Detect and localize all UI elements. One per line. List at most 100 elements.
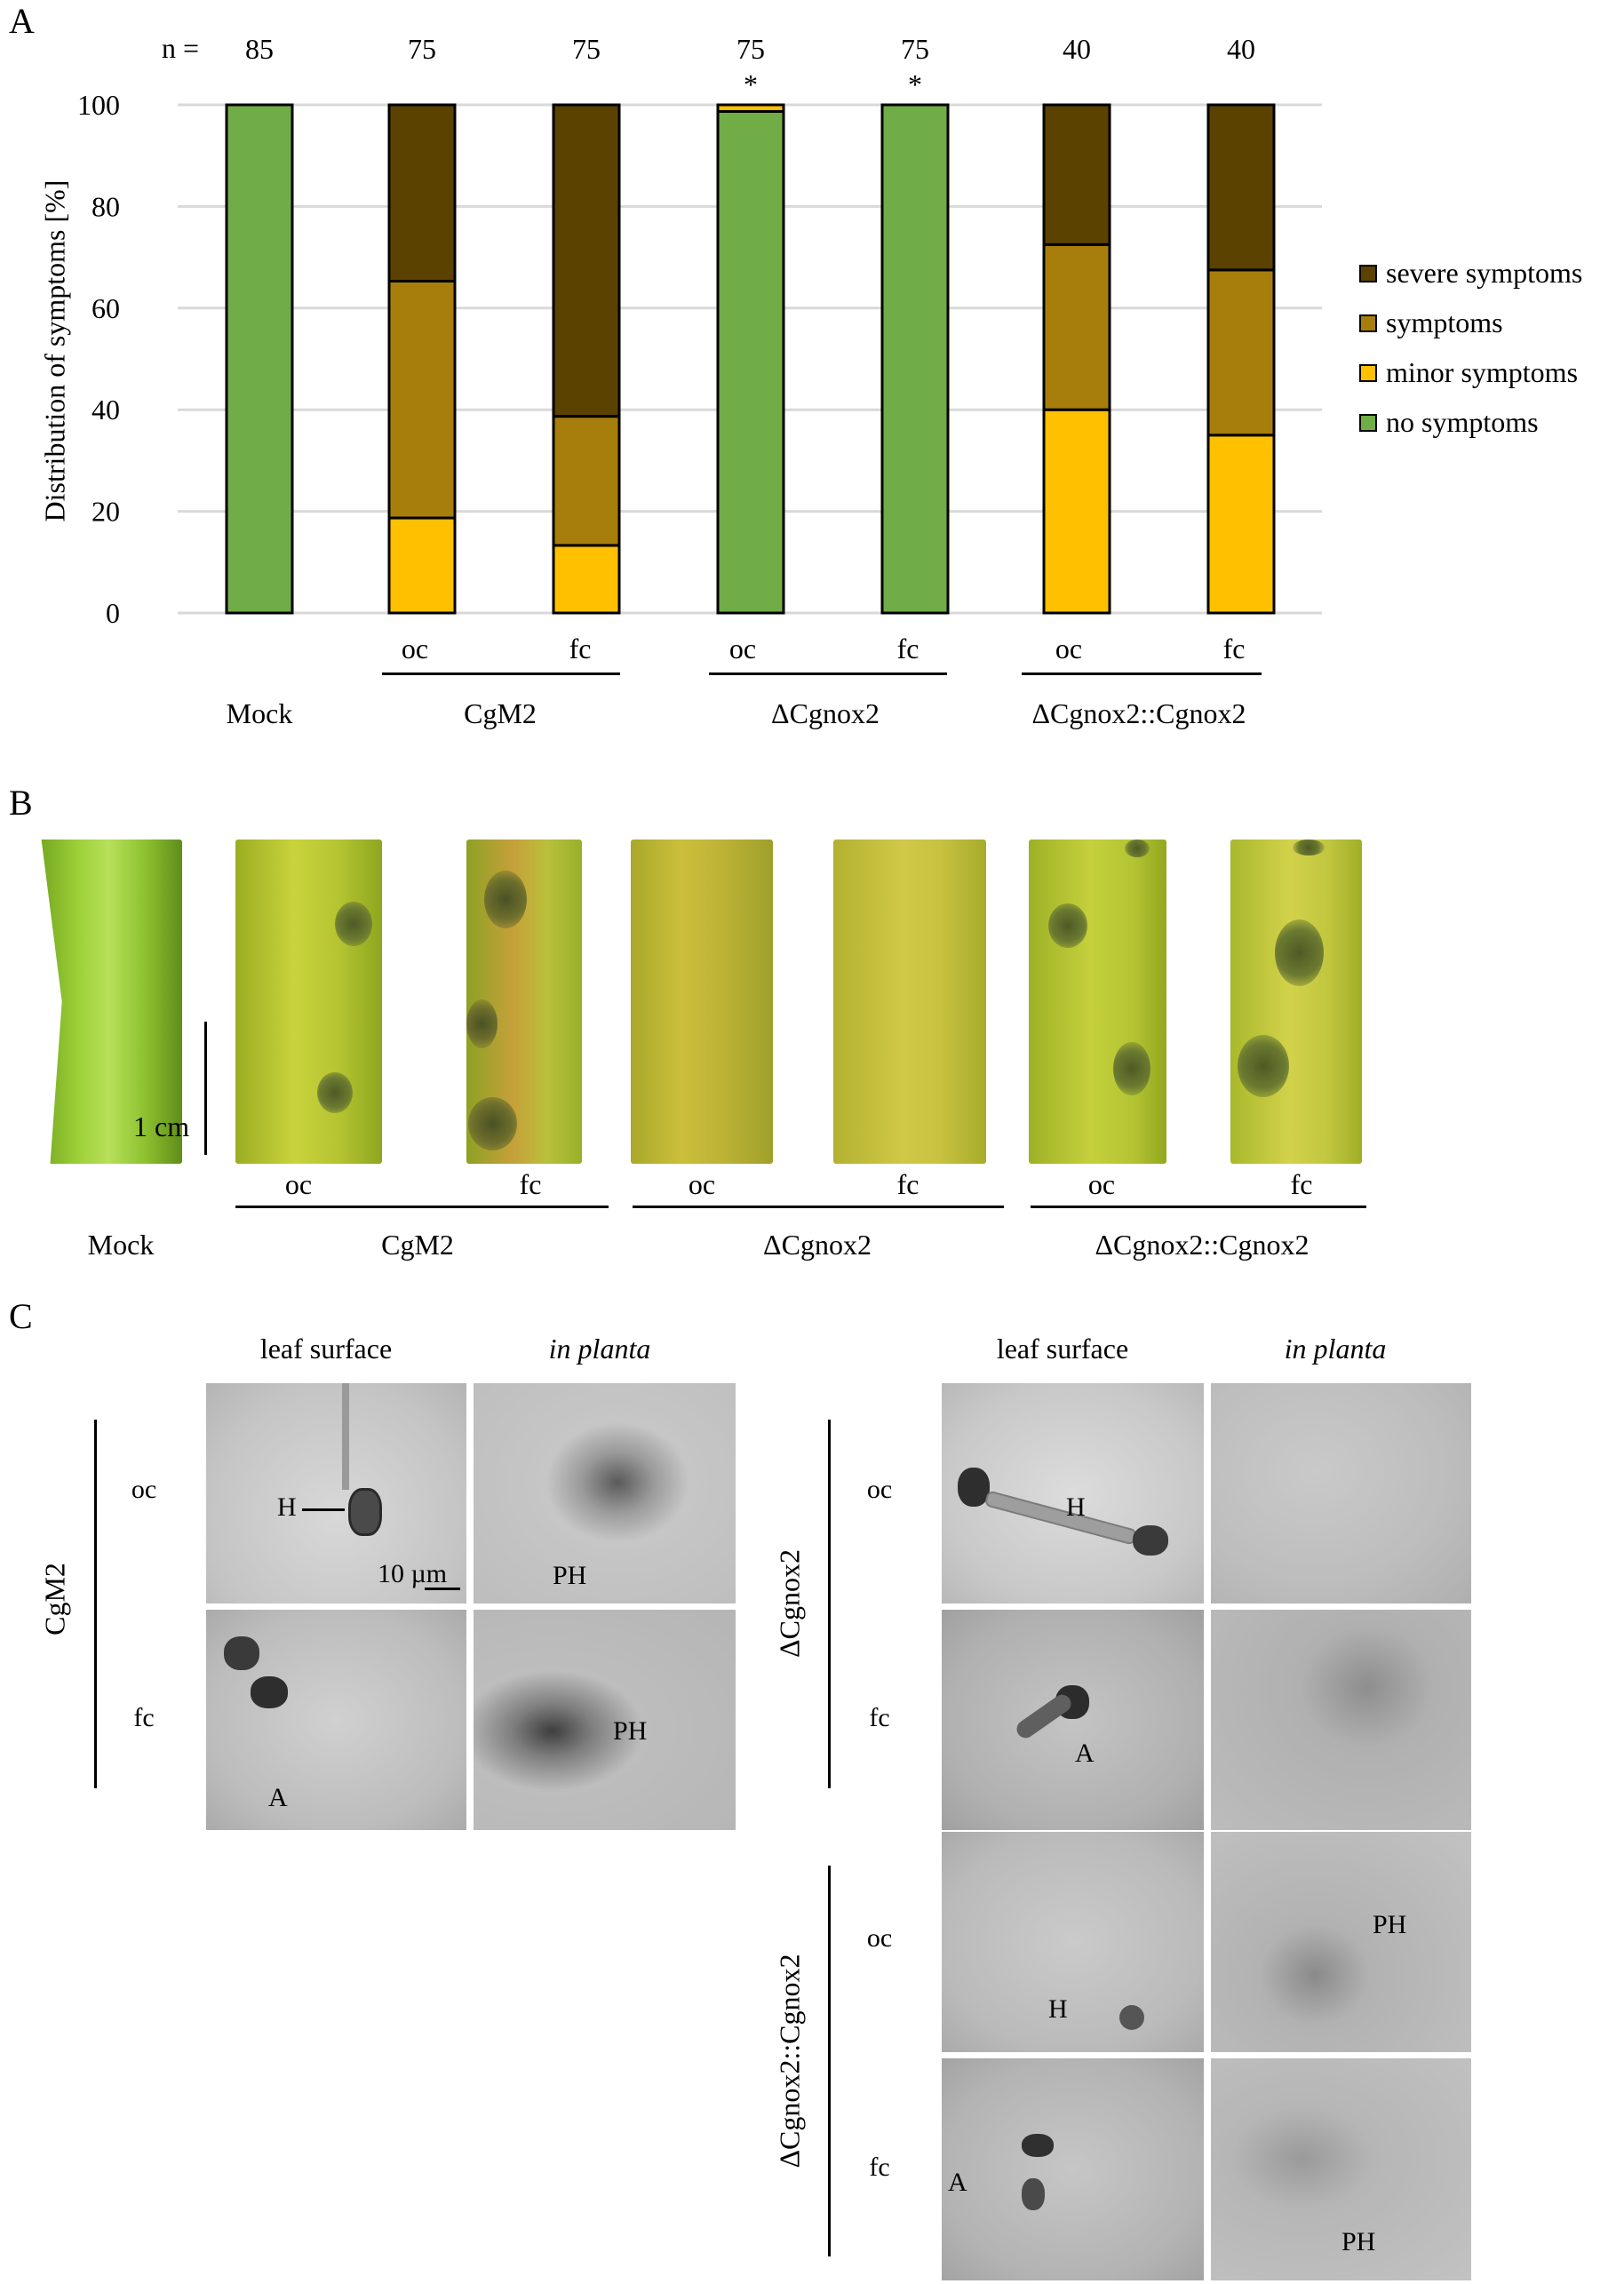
significance-marker: * [744,68,758,100]
row-label-cgm2-fc: fc [133,1703,155,1732]
bar-segment [880,103,950,615]
leaf-photo-mock [41,840,182,1164]
scale-bar-1cm-label: 1 cm [133,1110,190,1142]
legend-swatch [1359,363,1377,382]
leaf-group-line-delta [633,1206,1004,1208]
annot-ph-cgm2-oc: PH [553,1561,587,1590]
strain-line-cgm2 [94,1420,97,1788]
bar-segment [552,103,621,418]
bar-segment [1206,103,1276,272]
n-count-label: 75 [736,33,765,65]
group-label-delta: ΔCgnox2 [771,697,880,729]
scale-bar-10um [425,1588,460,1590]
bar-segment [716,109,785,615]
micrograph-cgm2-oc-planta [474,1383,736,1604]
group-label-mock: Mock [226,697,293,729]
xlabel-comp-fc: fc [1222,633,1246,665]
bar-segment [552,415,621,547]
legend-item: symptoms [1359,304,1503,339]
leaf-photo-comp-oc [1029,840,1166,1164]
annot-a-comp: A [948,2168,967,2197]
leaf-group-label-delta: ΔCgnox2 [763,1229,872,1261]
lesion [317,1072,353,1113]
n-count-label: 75 [901,33,929,65]
y-tick-label: 40 [92,394,120,426]
strain-line-comp [828,1866,831,2256]
row-label-comp-oc: oc [866,1923,893,1953]
n-count-label: 75 [408,33,436,65]
legend-swatch [1359,264,1377,283]
annot-a-delta: A [1075,1739,1095,1768]
micrograph-cgm2-fc-surface [206,1610,466,1830]
micrograph-cgm2-oc-surface [206,1383,466,1604]
leaf-sublabel-comp-fc: fc [1290,1168,1313,1200]
n-count-label: 75 [572,33,601,65]
row-label-delta-oc: oc [866,1475,893,1504]
col-header-leaf-surface-right: leaf surface [996,1333,1129,1365]
leaf-group-label-mock: Mock [87,1229,155,1261]
micrograph-comp-oc-planta [1211,1832,1471,2052]
leaf-sublabel-delta-oc: oc [688,1168,716,1200]
bar-segment [387,516,457,615]
hypha [342,1383,349,1490]
micrograph-cgm2-fc-planta [474,1610,736,1830]
lesion [335,902,372,946]
legend-label: minor symptoms [1386,356,1579,389]
y-tick-label: 60 [92,292,120,324]
lesion [484,871,527,928]
lesion [1113,1042,1150,1095]
leaf-photo-cgm2-oc [235,840,382,1164]
y-tick-label: 100 [77,89,120,121]
panel-letter-a: A [9,1,35,41]
xlabel-delta-oc: oc [728,633,757,665]
bar-segment [1042,408,1111,615]
appressorium [224,1636,259,1670]
micrograph-delta-oc-planta [1211,1383,1471,1604]
annot-h-cgm2: H [277,1492,297,1522]
hyphopodium [1133,1525,1168,1556]
legend-item: minor symptoms [1359,354,1578,389]
strain-label-delta: ΔCgnox2 [773,1549,806,1658]
conidium [958,1468,990,1507]
micrograph-comp-fc-surface [942,2058,1204,2280]
micrograph-delta-fc-planta [1211,1610,1471,1830]
annot-ph-comp-fc: PH [1341,2227,1376,2256]
legend-label: symptoms [1386,306,1503,339]
y-tick-label: 80 [92,190,120,222]
y-axis-title: Distribution of symptoms [%] [38,179,71,522]
bar-segment [552,544,621,615]
annot-h-comp: H [1048,1994,1068,2024]
scale-bar-10um-label: 10 µm [378,1559,448,1588]
bar-segment [1042,103,1111,246]
bar-segment [225,103,294,615]
xlabel-comp-oc: oc [1055,633,1083,665]
xlabel-cgm2-fc: fc [569,633,592,665]
strain-label-comp: ΔCgnox2::Cgnox2 [773,1954,806,2169]
lesion [1238,1035,1289,1097]
leaf-sublabel-cgm2-oc: oc [284,1168,313,1200]
lesion [1275,919,1324,986]
hypha [983,1490,1138,1546]
row-label-cgm2-oc: oc [131,1475,157,1504]
leaf-sublabel-cgm2-fc: fc [519,1168,542,1200]
col-header-in-planta-left: in planta [548,1333,651,1365]
annot-a-cgm2: A [268,1783,288,1812]
bar-segment [387,103,457,283]
lesion [1048,903,1087,948]
col-header-in-planta-right: in planta [1284,1333,1387,1365]
micrograph-delta-fc-surface [942,1610,1204,1830]
strain-line-delta [828,1420,831,1788]
annot-ph-cgm2-fc: PH [613,1716,648,1746]
leaf-group-line-cgm2 [235,1206,609,1208]
significance-marker: * [908,68,922,100]
n-count-label: 40 [1227,33,1255,65]
lesion [1293,840,1325,856]
bar-segment [716,103,785,113]
panel-letter-b: B [9,783,33,823]
xlabel-delta-fc: fc [896,633,919,665]
leaf-photo-cgm2-fc [466,840,582,1164]
y-tick-label: 0 [106,597,120,629]
bar-segment [1206,268,1276,437]
bar-segment [387,279,457,520]
bar-segment [1042,243,1111,411]
